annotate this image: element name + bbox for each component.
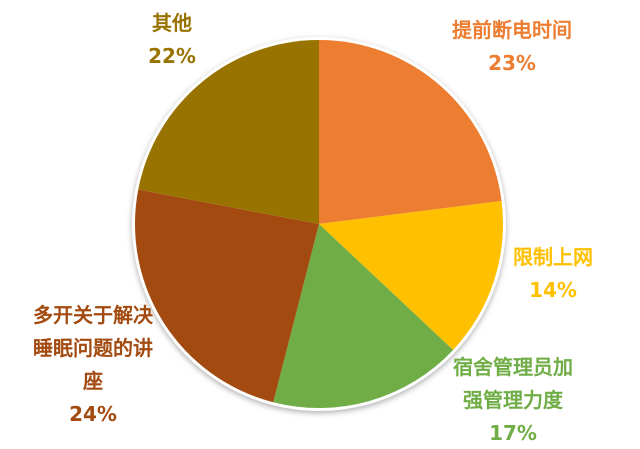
label-sleep-lectures: 多开关于解决 睡眠问题的讲 座 24% xyxy=(33,299,153,431)
label-other: 其他 22% xyxy=(148,7,196,73)
percent-label: 23% xyxy=(488,51,536,75)
pie-slice-0 xyxy=(319,40,502,224)
percent-label: 24% xyxy=(69,402,117,426)
label-line: 限制上网 xyxy=(513,245,593,269)
label-line: 宿舍管理员加 xyxy=(453,355,573,379)
label-line: 睡眠问题的讲 xyxy=(33,336,153,360)
label-line: 座 xyxy=(83,369,103,393)
percent-label: 17% xyxy=(489,421,537,445)
pie-slice-4 xyxy=(138,40,319,224)
label-line: 强管理力度 xyxy=(463,388,563,412)
label-restrict-internet: 限制上网 14% xyxy=(513,241,593,307)
percent-label: 14% xyxy=(529,278,577,302)
label-dorm-management: 宿舍管理员加 强管理力度 17% xyxy=(453,351,573,449)
label-line: 多开关于解决 xyxy=(33,303,153,327)
pie-slice-3 xyxy=(135,189,319,403)
percent-label: 22% xyxy=(148,44,196,68)
label-early-power-cut: 提前断电时间 23% xyxy=(452,14,572,80)
pie-slice-1 xyxy=(319,200,504,350)
label-line: 提前断电时间 xyxy=(452,18,572,42)
label-line: 其他 xyxy=(152,11,192,35)
pie-slice-2 xyxy=(273,224,454,409)
